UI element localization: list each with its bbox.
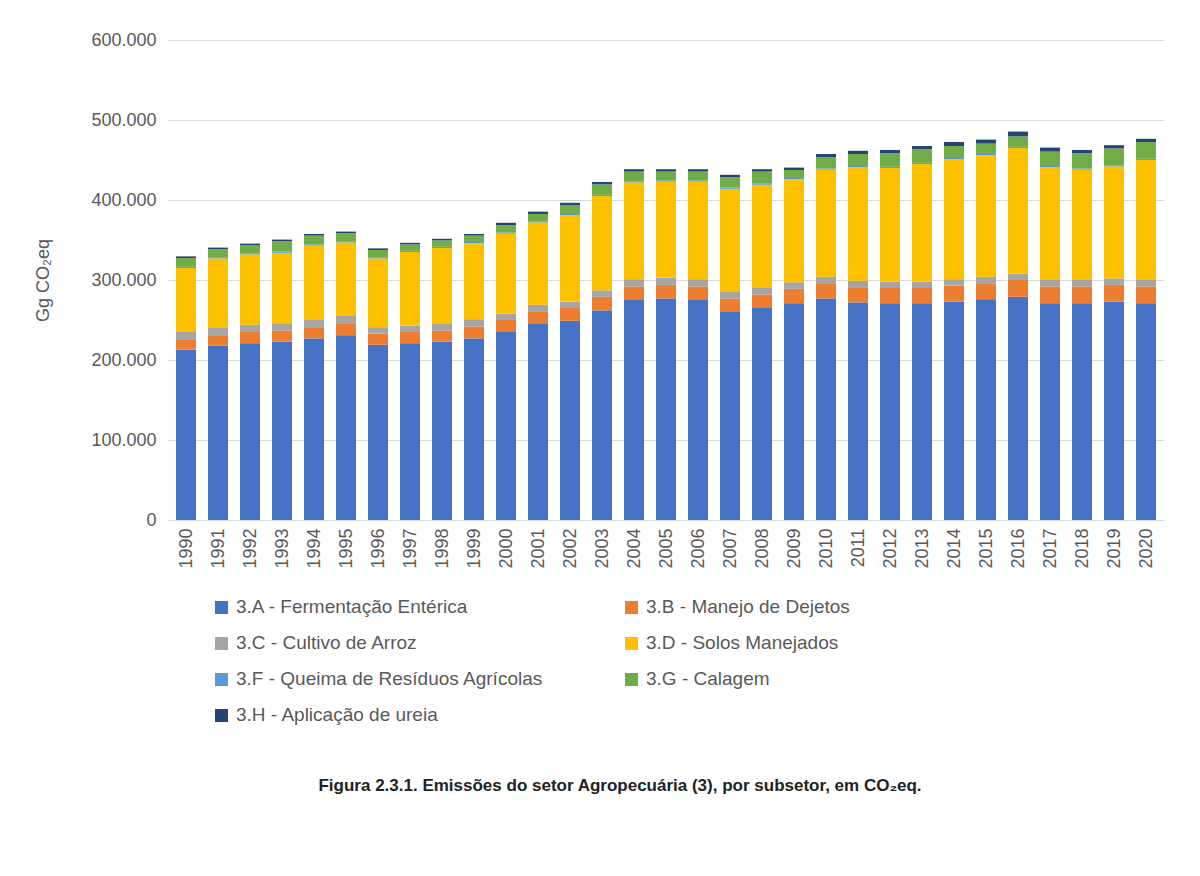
svg-text:400.000: 400.000 xyxy=(91,190,156,210)
svg-text:1998: 1998 xyxy=(432,529,452,569)
svg-text:200.000: 200.000 xyxy=(91,350,156,370)
svg-text:2015: 2015 xyxy=(976,529,996,569)
svg-text:2014: 2014 xyxy=(944,529,964,569)
svg-text:2020: 2020 xyxy=(1136,529,1156,569)
svg-text:2002: 2002 xyxy=(560,529,580,569)
svg-text:2006: 2006 xyxy=(688,529,708,569)
html-text:3.B - Manejo de Dejetos: 3.B - Manejo de Dejetos xyxy=(646,596,850,617)
svg-text:1994: 1994 xyxy=(304,529,324,569)
svg-text:2009: 2009 xyxy=(784,529,804,569)
svg-text:2005: 2005 xyxy=(656,529,676,569)
svg-text:300.000: 300.000 xyxy=(91,270,156,290)
svg-text:1997: 1997 xyxy=(400,529,420,569)
svg-text:1993: 1993 xyxy=(272,529,292,569)
svg-text:2003: 2003 xyxy=(592,529,612,569)
svg-text:1991: 1991 xyxy=(208,529,228,569)
html-text:3.A - Fermentação Entérica: 3.A - Fermentação Entérica xyxy=(236,596,468,617)
svg-text:2016: 2016 xyxy=(1008,529,1028,569)
html-text:3.H - Aplicação de ureia: 3.H - Aplicação de ureia xyxy=(236,704,438,725)
svg-text:1996: 1996 xyxy=(368,529,388,569)
svg-text:2008: 2008 xyxy=(752,529,772,569)
svg-text:2004: 2004 xyxy=(624,529,644,569)
svg-text:2000: 2000 xyxy=(496,529,516,569)
html-text:Figura 2.3.1. Emissões do seto: Figura 2.3.1. Emissões do setor Agropecu… xyxy=(318,776,922,795)
svg-text:2012: 2012 xyxy=(880,529,900,569)
svg-text:500.000: 500.000 xyxy=(91,110,156,130)
svg-text:2011: 2011 xyxy=(848,529,868,568)
svg-text:2001: 2001 xyxy=(528,529,548,569)
svg-text:100.000: 100.000 xyxy=(91,430,156,450)
svg-text:2017: 2017 xyxy=(1040,529,1060,569)
svg-text:2019: 2019 xyxy=(1104,529,1124,569)
svg-text:1992: 1992 xyxy=(240,529,260,569)
svg-text:600.000: 600.000 xyxy=(91,30,156,50)
html-text:3.G - Calagem: 3.G - Calagem xyxy=(646,668,770,689)
svg-text:2010: 2010 xyxy=(816,529,836,569)
svg-text:1990: 1990 xyxy=(176,529,196,569)
svg-text:2018: 2018 xyxy=(1072,529,1092,569)
html-text:3.F - Queima de Resíduos Agríc: 3.F - Queima de Resíduos Agrícolas xyxy=(236,668,543,689)
svg-text:1999: 1999 xyxy=(464,529,484,569)
svg-text:2013: 2013 xyxy=(912,529,932,569)
svg-text:Gg CO₂eq: Gg CO₂eq xyxy=(33,239,53,322)
html-text:3.C - Cultivo de Arroz: 3.C - Cultivo de Arroz xyxy=(236,632,417,653)
svg-text:0: 0 xyxy=(146,510,156,530)
html-text:3.D - Solos Manejados: 3.D - Solos Manejados xyxy=(646,632,839,653)
svg-text:1995: 1995 xyxy=(336,529,356,569)
svg-text:2007: 2007 xyxy=(720,529,740,569)
